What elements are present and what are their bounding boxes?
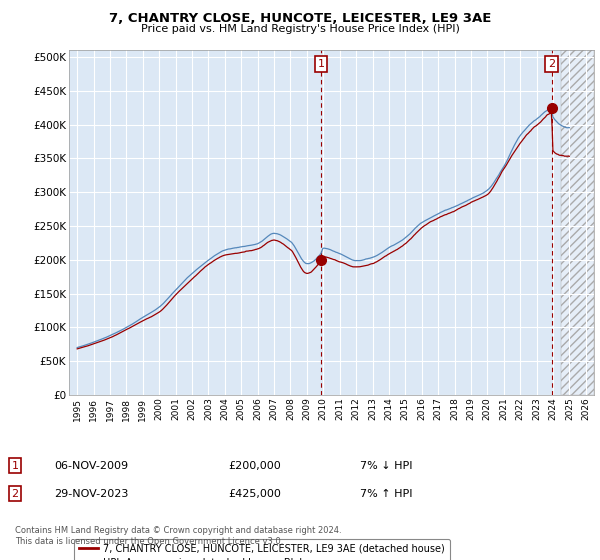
Text: 7% ↓ HPI: 7% ↓ HPI xyxy=(360,461,413,471)
Text: £200,000: £200,000 xyxy=(228,461,281,471)
Text: 06-NOV-2009: 06-NOV-2009 xyxy=(54,461,128,471)
Text: Contains HM Land Registry data © Crown copyright and database right 2024.
This d: Contains HM Land Registry data © Crown c… xyxy=(15,526,341,546)
Text: 29-NOV-2023: 29-NOV-2023 xyxy=(54,489,128,499)
Legend: 7, CHANTRY CLOSE, HUNCOTE, LEICESTER, LE9 3AE (detached house), HPI: Average pri: 7, CHANTRY CLOSE, HUNCOTE, LEICESTER, LE… xyxy=(74,539,449,560)
Text: 2: 2 xyxy=(11,489,19,499)
Text: Price paid vs. HM Land Registry's House Price Index (HPI): Price paid vs. HM Land Registry's House … xyxy=(140,24,460,34)
Text: 7% ↑ HPI: 7% ↑ HPI xyxy=(360,489,413,499)
Text: £425,000: £425,000 xyxy=(228,489,281,499)
Polygon shape xyxy=(561,50,594,395)
Text: 2: 2 xyxy=(548,59,555,69)
Text: 1: 1 xyxy=(317,59,325,69)
Text: 1: 1 xyxy=(11,461,19,471)
Text: 7, CHANTRY CLOSE, HUNCOTE, LEICESTER, LE9 3AE: 7, CHANTRY CLOSE, HUNCOTE, LEICESTER, LE… xyxy=(109,12,491,25)
